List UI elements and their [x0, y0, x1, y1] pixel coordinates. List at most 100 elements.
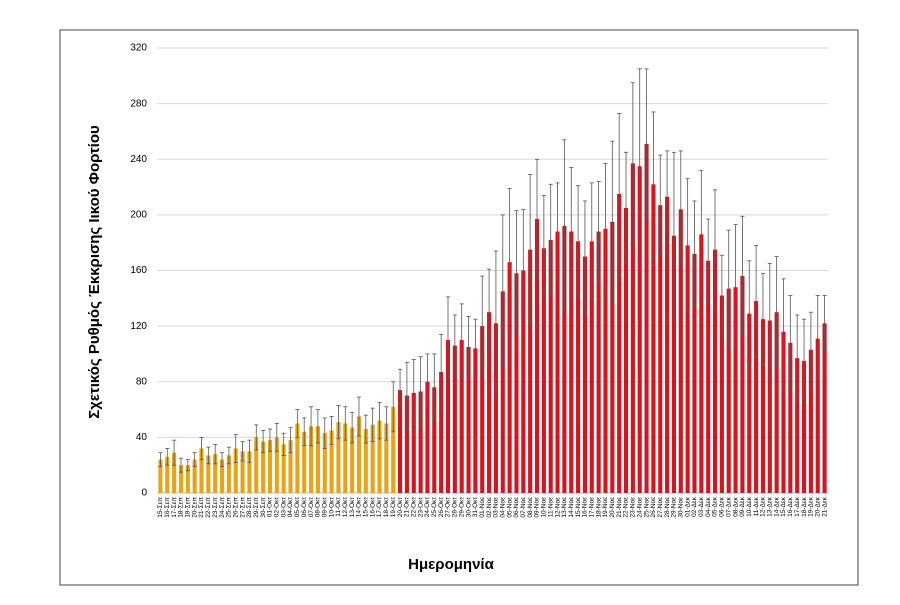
error-bar [350, 411, 355, 444]
x-tick-label: 08-Δεκ [732, 496, 739, 517]
bar [534, 219, 540, 493]
error-bar [685, 178, 690, 313]
error-bar [637, 68, 642, 264]
error-bar [213, 443, 218, 465]
error-bar [233, 434, 238, 463]
error-bar [329, 416, 334, 445]
x-tick-label: 04-Δεκ [705, 496, 712, 517]
error-bar [740, 215, 745, 337]
error-bar [562, 139, 567, 313]
x-tick-label: 10-Νοε [541, 497, 548, 518]
bar [459, 340, 464, 493]
x-tick-label: 06-Δεκ [719, 496, 726, 517]
bar [213, 454, 218, 493]
x-tick-label: 03-Δεκ [698, 496, 705, 517]
error-bar [302, 417, 307, 447]
x-tick-label: 20-Σεπ [191, 496, 198, 517]
bar [548, 239, 553, 493]
bar [418, 391, 423, 493]
error-bar [480, 275, 485, 377]
bar [507, 262, 512, 493]
x-tick-label: 24-Σεπ [219, 496, 226, 517]
error-bar [315, 409, 320, 444]
error-bar [158, 452, 163, 467]
bar [521, 270, 526, 493]
y-tick-label: 120 [130, 321, 147, 332]
bar [219, 459, 225, 493]
x-tick-label: 08-Νοε [527, 497, 534, 518]
error-bar [487, 268, 492, 356]
error-bar [651, 111, 656, 257]
x-tick-label: 13-Δεκ [767, 496, 774, 517]
y-tick-label: 0 [141, 488, 147, 499]
bar [500, 291, 505, 493]
error-bar [493, 250, 498, 397]
bar [801, 360, 807, 493]
x-tick-label: 10-Οκτ [328, 497, 335, 518]
x-tick-label: 26-Νοε [650, 497, 657, 518]
bar [384, 423, 389, 493]
x-tick-label: 19-Δεκ [808, 496, 815, 517]
bar [795, 358, 800, 493]
x-tick-label: 12-Δεκ [760, 496, 767, 517]
x-tick-label: 25-Νοε [643, 497, 650, 518]
error-bar [254, 424, 259, 451]
x-tick-label: 01-Νοε [479, 497, 486, 518]
bar [480, 326, 485, 493]
bar [425, 381, 430, 493]
bar [261, 441, 266, 493]
error-bar [274, 423, 279, 452]
bar [781, 331, 786, 493]
x-tick-label: 18-Νοε [595, 497, 602, 518]
error-bar [815, 295, 820, 383]
bar [740, 276, 745, 493]
error-bar [671, 151, 676, 320]
x-tick-label: 10-Δεκ [746, 496, 753, 517]
x-axis-label: Ημερομηνία [408, 556, 494, 573]
bar [630, 163, 635, 493]
error-bar [781, 278, 786, 385]
x-tick-label: 04-Νοε [499, 497, 506, 518]
x-tick-label: 04-Οκτ [287, 497, 294, 518]
x-tick-label: 16-Νοε [582, 497, 589, 518]
x-tick-label: 22-Σεπ [205, 496, 212, 517]
bar [541, 248, 546, 493]
error-bar [767, 263, 772, 378]
error-bar [261, 430, 266, 454]
error-bar [363, 414, 368, 444]
x-tick-label: 19-Νοε [602, 497, 609, 518]
x-tick-label: 07-Δεκ [725, 496, 732, 517]
error-bar [623, 151, 629, 264]
error-bar [165, 448, 170, 466]
bar [391, 406, 396, 493]
x-tick-label: 15-Νοε [575, 497, 582, 518]
bar [172, 452, 177, 493]
x-tick-label: 01-Δεκ [684, 496, 691, 517]
bar [445, 340, 451, 493]
x-tick-label: 17-Σεπ [171, 496, 178, 517]
error-bar [343, 406, 348, 441]
bar [603, 228, 608, 493]
error-bar [808, 311, 813, 388]
error-bar [411, 359, 416, 427]
bar [514, 273, 519, 493]
bar [651, 184, 656, 493]
bar [760, 319, 766, 493]
x-tick-label: 07-Νοε [520, 497, 527, 518]
error-bar [432, 353, 437, 422]
x-tick-label: 21-Νοε [616, 497, 623, 518]
x-tick-label: 25-Σεπ [226, 496, 233, 517]
x-tick-label: 14-Δεκ [773, 496, 780, 517]
y-tick-label: 320 [130, 43, 147, 54]
error-bar [760, 272, 766, 366]
x-tick-label: 15-Οκτ [363, 497, 370, 518]
bar [199, 448, 204, 493]
x-tick-label: 23-Οκτ [417, 497, 424, 518]
x-tick-label: 29-Οκτ [458, 497, 465, 518]
x-tick-label: 03-Νοε [493, 497, 500, 518]
bar [617, 194, 622, 493]
x-tick-label: 14-Οκτ [356, 497, 363, 518]
bar [582, 256, 587, 493]
error-bar [185, 459, 190, 472]
error-bar [226, 446, 231, 465]
